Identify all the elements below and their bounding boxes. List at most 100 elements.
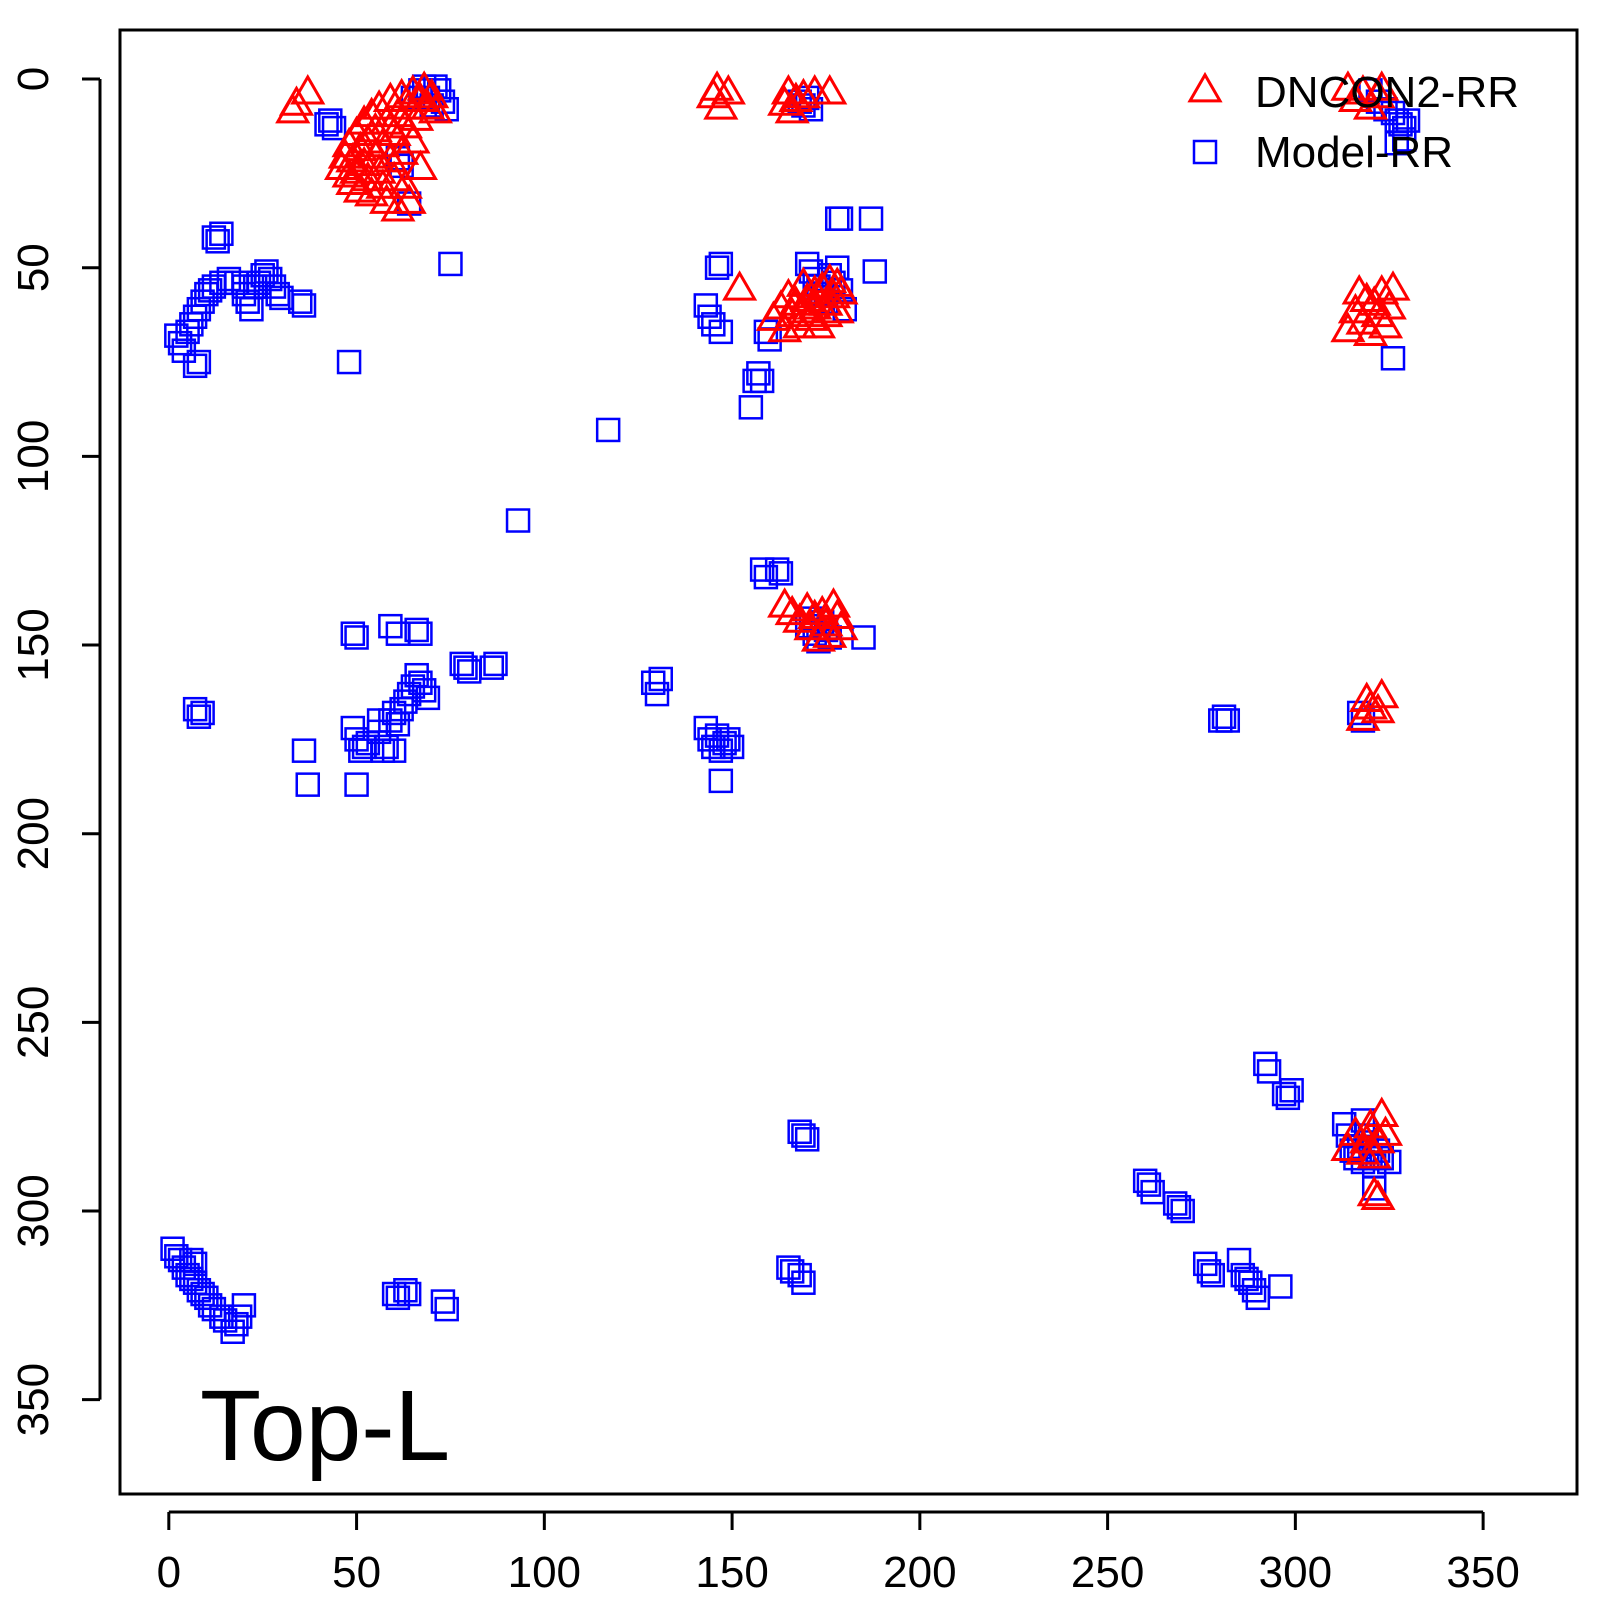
dncon2-rr-point xyxy=(785,77,822,109)
model-rr-point xyxy=(201,225,227,250)
dncon2-rr-point xyxy=(361,153,397,184)
model-rr-point xyxy=(1380,346,1406,371)
model-rr-point xyxy=(708,319,734,345)
legend-label-model-rr: Model-RR xyxy=(1255,128,1453,177)
dncon2-rr-point xyxy=(1352,315,1389,346)
model-rr-point xyxy=(314,112,339,137)
dncon2-rr-point xyxy=(290,73,326,105)
model-rr-point xyxy=(1211,704,1237,729)
model-rr-point xyxy=(708,768,734,794)
model-rr-point xyxy=(366,708,392,733)
model-rr-point xyxy=(179,1247,204,1273)
model-rr-point xyxy=(205,229,230,254)
model-rr-point xyxy=(746,361,771,386)
model-rr-point xyxy=(708,251,734,277)
dncon2-rr-point xyxy=(808,296,844,328)
model-rr-point xyxy=(408,621,433,646)
model-rr-point xyxy=(648,666,673,692)
dncon2-rr-point xyxy=(365,168,401,199)
model-rr-point xyxy=(190,700,215,726)
dncon2-rr-point xyxy=(376,115,412,146)
model-rr-point xyxy=(291,738,317,763)
dncon2-rr-point xyxy=(722,270,758,301)
model-rr-point xyxy=(438,251,463,277)
dncon2-rr-point xyxy=(808,606,844,637)
model-rr-point xyxy=(186,704,212,729)
dncon2-rr-point xyxy=(402,81,439,113)
model-rr-point xyxy=(453,655,478,680)
x-tick-label: 50 xyxy=(332,1548,381,1597)
model-rr-point xyxy=(704,255,730,280)
y-tick-label: 350 xyxy=(9,1363,58,1436)
dncon2-rr-point xyxy=(812,262,848,294)
dncon2-rr-point xyxy=(387,168,423,199)
model-rr-point xyxy=(787,1119,812,1145)
dncon2-rr-point xyxy=(1375,270,1411,301)
dncon2-rr-point xyxy=(812,73,848,105)
dncon2-rr-point xyxy=(815,587,852,618)
model-rr-point xyxy=(216,266,242,292)
model-rr-point xyxy=(791,1123,816,1148)
dncon2-rr-point xyxy=(410,89,446,120)
model-rr-point xyxy=(295,772,321,797)
model-rr-point xyxy=(209,221,234,247)
model-rr-point xyxy=(340,621,366,646)
model-rr-point xyxy=(716,727,741,752)
dncon2-rr-point xyxy=(350,160,386,192)
x-tick-label: 100 xyxy=(508,1548,581,1597)
model-rr-point xyxy=(1162,1191,1188,1216)
dncon2-rr-point xyxy=(1360,1179,1396,1211)
dncon2-rr-point xyxy=(774,92,810,124)
model-rr-point xyxy=(753,319,779,345)
model-rr-point xyxy=(430,1289,456,1314)
model-rr-point xyxy=(644,681,670,707)
dncon2-rr-point xyxy=(1352,689,1389,720)
x-tick-label: 200 xyxy=(883,1548,956,1597)
dncon2-rr-point xyxy=(346,145,382,177)
model-rr-point xyxy=(1238,1270,1263,1295)
dncon2-rr-point xyxy=(380,190,416,222)
dncon2-rr-point xyxy=(1337,81,1374,113)
x-tick-label: 250 xyxy=(1071,1548,1144,1597)
dncon2-rr-point xyxy=(1330,311,1366,343)
dncon2-rr-point xyxy=(767,587,803,618)
y-tick-label: 250 xyxy=(9,986,58,1059)
dncon2-rr-point xyxy=(1364,70,1400,101)
model-rr-point xyxy=(408,670,433,696)
dncon2-rr-point xyxy=(323,149,360,180)
model-rr-point xyxy=(186,349,212,375)
x-tick-label: 350 xyxy=(1446,1548,1519,1597)
plot-frame xyxy=(118,28,1579,1496)
x-tick-label: 300 xyxy=(1259,1548,1332,1597)
model-rr-point xyxy=(595,417,621,443)
dncon2-rr-point xyxy=(823,609,859,641)
model-rr-point xyxy=(1215,708,1241,733)
model-rr-point xyxy=(404,617,429,643)
dncon2-rr-point xyxy=(1360,692,1396,724)
model-rr-point xyxy=(768,561,794,586)
model-rr-point xyxy=(764,557,790,582)
model-rr-point xyxy=(1200,1262,1225,1288)
y-tick-label: 0 xyxy=(9,67,58,91)
model-rr-point xyxy=(224,1311,249,1337)
model-rr-point xyxy=(396,1281,422,1307)
model-rr-point xyxy=(393,1277,418,1303)
model-rr-point xyxy=(1253,1051,1278,1077)
y-tick-label: 100 xyxy=(9,420,58,493)
model-rr-point xyxy=(1271,1081,1297,1107)
dncon2-rr-point xyxy=(395,73,431,105)
model-rr-point xyxy=(862,259,888,284)
model-rr-point xyxy=(505,508,531,533)
x-tick-label: 0 xyxy=(157,1548,181,1597)
model-rr-point xyxy=(1275,1085,1301,1111)
model-rr-point xyxy=(828,206,854,231)
dncon2-rr-point xyxy=(1341,273,1377,305)
model-rr-point xyxy=(321,115,347,141)
model-rr-point xyxy=(749,557,775,582)
dncon2-rr-point xyxy=(1367,1115,1404,1146)
dncon2-rr-point xyxy=(778,285,814,316)
model-rr-point xyxy=(182,696,208,722)
dncon2-rr-point xyxy=(785,292,822,324)
dncon2-rr-point xyxy=(782,307,818,339)
